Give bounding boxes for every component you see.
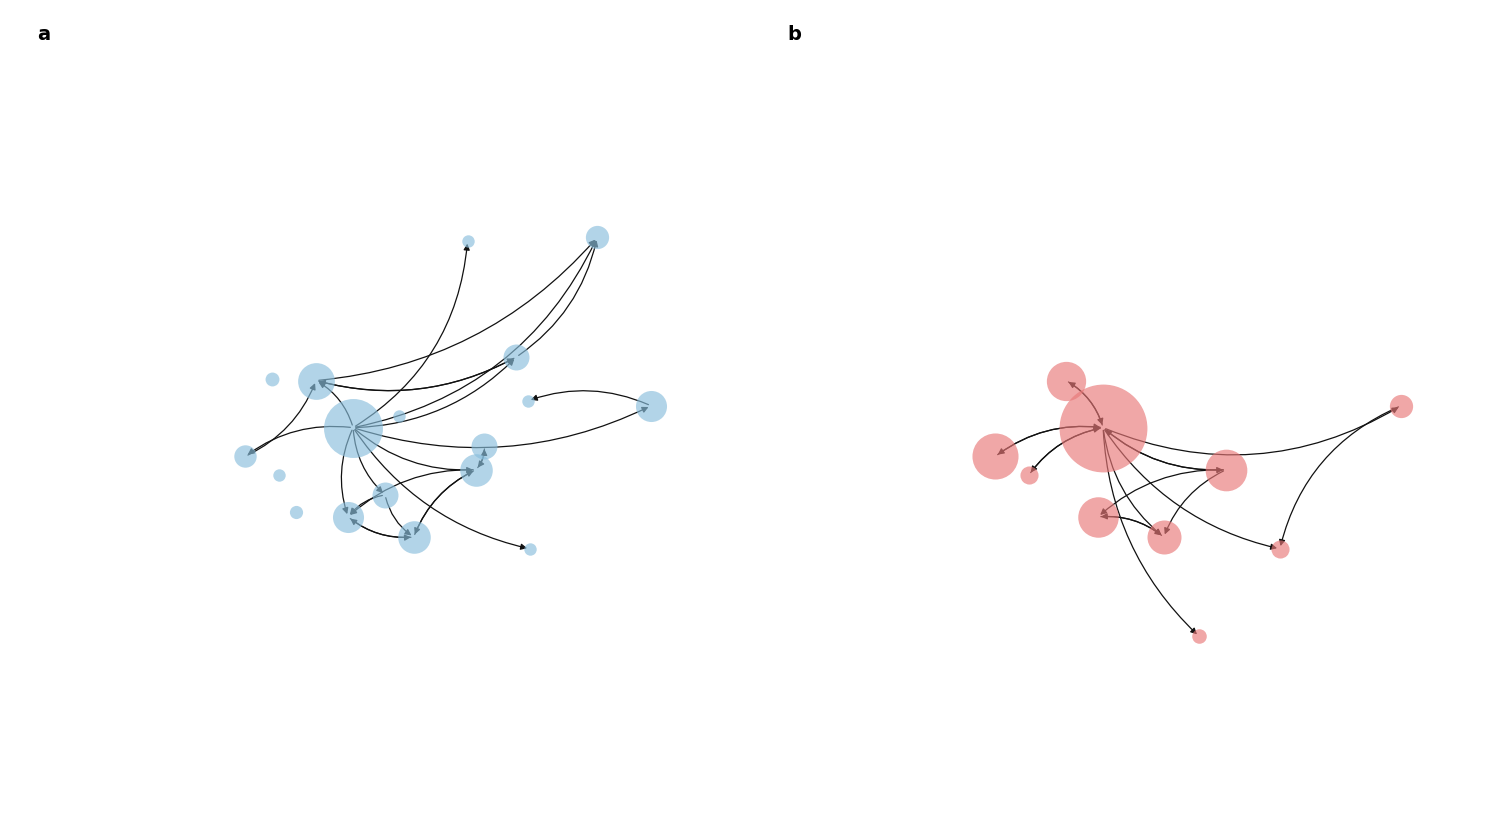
Point bbox=[267, 468, 291, 481]
Point bbox=[336, 510, 360, 523]
Point bbox=[585, 231, 609, 244]
Point bbox=[234, 450, 258, 463]
Point bbox=[374, 489, 398, 502]
Point bbox=[639, 399, 663, 413]
Point bbox=[1186, 629, 1210, 643]
Point bbox=[284, 505, 308, 519]
Point bbox=[402, 530, 426, 543]
Text: b: b bbox=[788, 25, 801, 44]
Point bbox=[504, 351, 528, 364]
Point bbox=[1389, 399, 1413, 413]
Point bbox=[1268, 543, 1292, 556]
Point bbox=[1214, 463, 1237, 476]
Point bbox=[472, 440, 496, 453]
Point bbox=[1054, 374, 1078, 387]
Point bbox=[1152, 530, 1176, 543]
Point bbox=[304, 374, 328, 387]
Point bbox=[984, 450, 1008, 463]
Text: a: a bbox=[38, 25, 51, 44]
Point bbox=[1086, 510, 1110, 523]
Point bbox=[1017, 468, 1041, 481]
Point bbox=[387, 409, 411, 423]
Point bbox=[516, 394, 540, 408]
Point bbox=[340, 421, 364, 434]
Point bbox=[1090, 421, 1114, 434]
Point bbox=[261, 372, 285, 385]
Point bbox=[456, 234, 480, 247]
Point bbox=[518, 543, 542, 556]
Point bbox=[464, 463, 488, 476]
